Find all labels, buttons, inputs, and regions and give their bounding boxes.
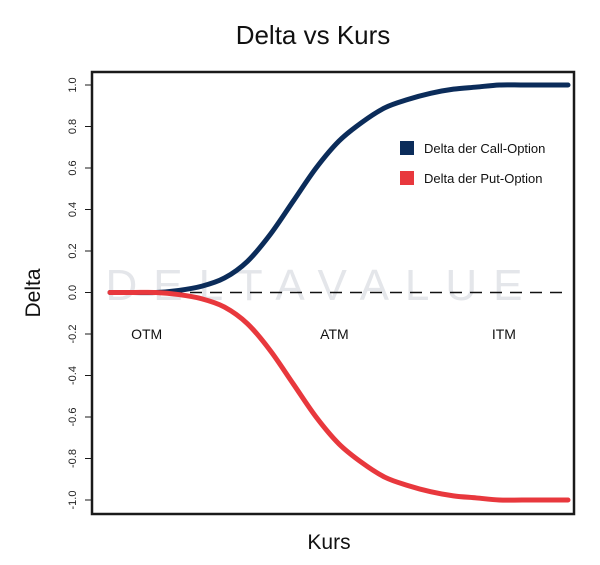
series-layer <box>107 82 571 503</box>
y-tick-label: 1.0 <box>67 77 79 92</box>
y-tick-label: -0.4 <box>67 366 79 385</box>
moneyness-annotation-atm: ATM <box>320 326 349 342</box>
legend: Delta der Call-Option Delta der Put-Optio… <box>400 141 545 186</box>
annotation-layer: OTM ATM ITM <box>131 326 516 342</box>
y-tick-label: 0.2 <box>67 243 79 258</box>
x-axis-label: Kurs <box>307 531 350 554</box>
put-delta-line <box>107 289 571 503</box>
y-tick-label: 0.4 <box>67 202 79 217</box>
legend-label: Delta der Call-Option <box>424 141 545 156</box>
y-tick-label: -0.8 <box>67 449 79 468</box>
y-axis-ticks: 1.0 0.8 0.6 0.4 0.2 0.0 -0.2 -0.4 -0.6 -0.8 -1.0 <box>67 77 92 509</box>
y-tick-label: 0.6 <box>67 160 79 175</box>
y-tick-label: -0.2 <box>67 325 79 344</box>
moneyness-annotation-otm: OTM <box>131 326 162 342</box>
y-tick-label: -1.0 <box>67 491 79 510</box>
chart-title: Delta vs Kurs <box>236 20 391 50</box>
y-tick-label: 0.0 <box>67 285 79 300</box>
y-tick-label: 0.8 <box>67 119 79 134</box>
y-tick-label: -0.6 <box>67 408 79 427</box>
moneyness-annotation-itm: ITM <box>492 326 516 342</box>
legend-swatch <box>400 141 414 155</box>
legend-swatch <box>400 171 414 185</box>
legend-label: Delta der Put-Option <box>424 171 543 186</box>
call-delta-line <box>107 82 571 296</box>
y-axis-label: Delta <box>22 268 45 317</box>
watermark: DELTAVALUE <box>105 261 538 310</box>
